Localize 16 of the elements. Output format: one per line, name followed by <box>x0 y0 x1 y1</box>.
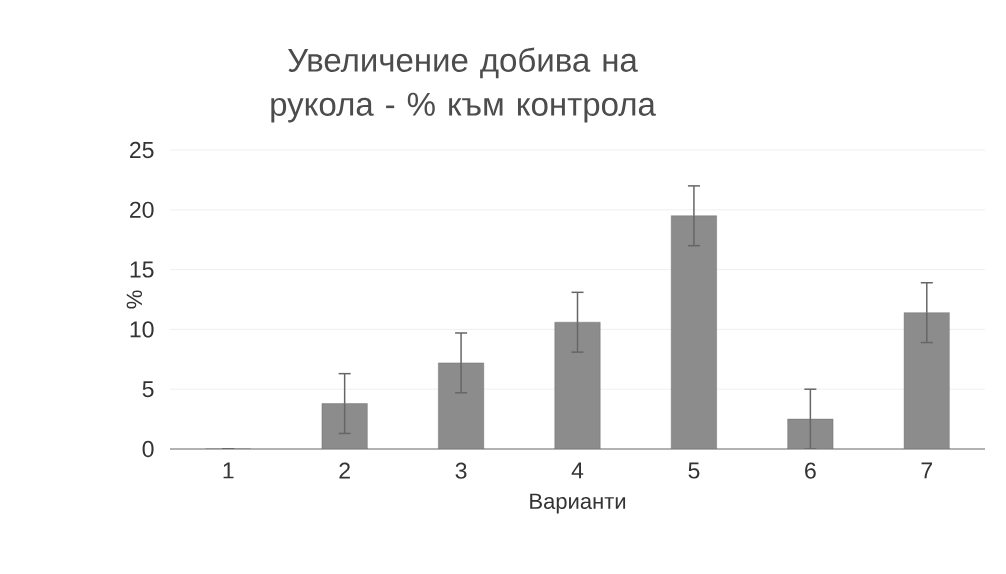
y-tick-label: 25 <box>130 141 154 159</box>
y-axis-title: % <box>126 290 143 309</box>
y-tick-label: 0 <box>142 440 154 458</box>
y-tick-label: 5 <box>142 381 154 398</box>
x-tick-label: 4 <box>571 462 584 479</box>
x-tick-label: 2 <box>339 462 350 479</box>
y-tick-label: 20 <box>130 201 154 218</box>
y-tick-label: 10 <box>130 321 154 338</box>
x-tick-label: 6 <box>805 462 816 479</box>
x-axis-title: Варианти <box>530 493 626 514</box>
x-tick-label: 5 <box>688 462 700 479</box>
x-tick-label: 1 <box>223 462 234 479</box>
y-tick-label: 15 <box>130 261 154 278</box>
x-tick-label: 7 <box>921 462 933 479</box>
chart-title: Увеличение добива на рукола - % към контрола <box>271 47 656 123</box>
x-tick-label: 3 <box>455 462 467 479</box>
